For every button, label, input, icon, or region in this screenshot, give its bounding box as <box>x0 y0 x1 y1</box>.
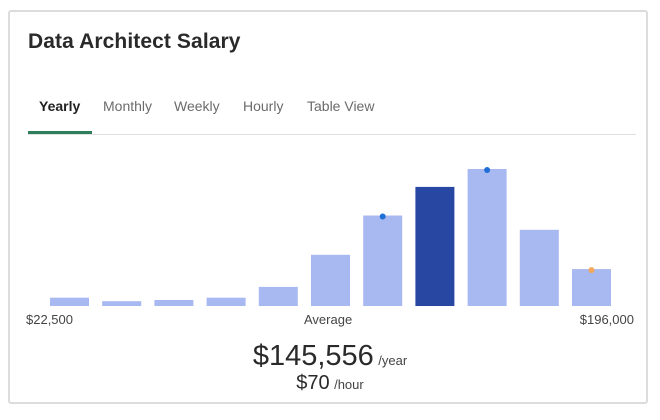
bar <box>50 297 89 306</box>
page-title: Data Architect Salary <box>28 30 241 53</box>
tab-yearly[interactable]: Yearly <box>39 98 81 114</box>
tab-hourly[interactable]: Hourly <box>243 98 284 114</box>
average-hourly: $70 /hour <box>10 372 650 395</box>
axis-average-label: Average <box>304 312 353 327</box>
average-yearly-value: $145,556 <box>252 340 374 372</box>
active-tab-indicator <box>28 131 92 134</box>
period-tabs: Yearly Monthly Weekly Hourly Table View <box>28 88 636 135</box>
hourly-unit: /hour <box>334 377 364 392</box>
axis-max-label: $196,000 <box>579 312 634 327</box>
bar <box>572 269 611 306</box>
bar <box>363 215 403 306</box>
bar <box>206 297 246 306</box>
bar-average <box>415 186 455 306</box>
salary-distribution-chart <box>50 167 611 306</box>
axis-min-label: $22,500 <box>26 312 73 327</box>
average-yearly: $145,556 /year <box>10 340 650 373</box>
bar <box>311 254 350 306</box>
bar <box>154 300 194 306</box>
bar <box>467 169 507 306</box>
bar-marker-dot <box>588 267 595 274</box>
tab-table-view[interactable]: Table View <box>307 98 375 114</box>
bar <box>519 229 559 306</box>
tab-monthly[interactable]: Monthly <box>103 98 153 114</box>
bar-marker-dot <box>484 167 491 173</box>
average-hourly-value: $70 <box>296 372 330 394</box>
salary-card: Data Architect Salary Yearly Monthly Wee… <box>8 10 648 404</box>
yearly-unit: /year <box>378 353 408 368</box>
bar <box>102 301 142 306</box>
tab-weekly[interactable]: Weekly <box>174 98 220 114</box>
bar-marker-dot <box>379 213 386 220</box>
bar <box>258 286 298 306</box>
